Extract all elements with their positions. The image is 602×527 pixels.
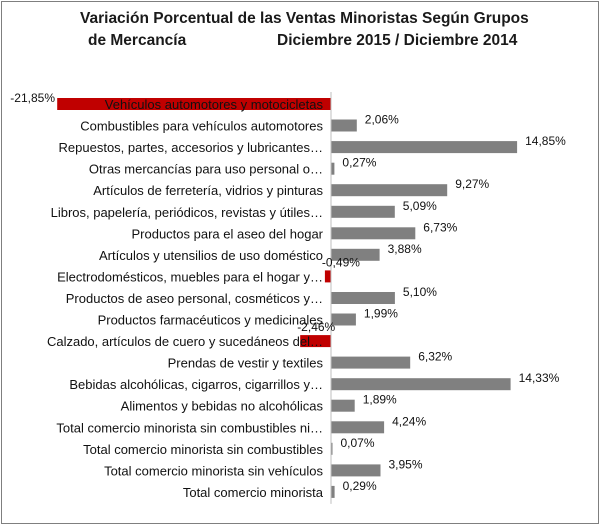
bar-10 [331,292,395,304]
bar-7 [331,227,416,240]
bar-3 [331,141,518,154]
value-label-16: 4,24% [392,414,426,428]
bar-6 [331,205,395,218]
value-label-4: 0,27% [342,156,376,170]
value-label-3: 14,85% [525,134,566,148]
bar-5 [331,184,448,197]
category-label-18: Total comercio minorista sin vehículos [104,463,323,478]
category-labels: Vehículos automotores y motocicletas Comb… [47,97,324,500]
category-label-12: Calzado, artículos de cuero y sucedáneos… [47,334,323,349]
category-label-3: Repuestos, partes, accesorios y lubrican… [59,140,323,155]
value-label-6: 5,09% [403,199,437,213]
value-label-10: 5,10% [403,285,437,299]
bar-12 [300,335,331,348]
category-label-11: Productos farmacéuticos y medicinales [98,313,324,328]
category-label-2: Combustibles para vehículos automotores [80,119,323,134]
value-label-17: 0,07% [341,436,375,450]
value-label-13: 6,32% [418,350,452,364]
category-label-1: Vehículos automotores y motocicletas [105,97,324,112]
bars-group [57,98,518,498]
bar-13 [331,356,411,369]
chart-title-line2-right: Diciembre 2015 / Diciembre 2014 [277,32,518,49]
value-label-5: 9,27% [455,177,489,191]
chart-title-line2-left: de Mercancía [88,32,187,49]
chart-title-line1: Variación Porcentual de las Ventas Minor… [80,10,529,27]
bar-1 [57,98,331,110]
category-label-7: Productos para el aseo del hogar [131,226,323,241]
bar-4 [331,162,335,175]
bar-19 [331,485,335,498]
category-label-15: Alimentos y bebidas no alcohólicas [121,399,324,414]
bar-16 [331,421,385,434]
bar-18 [331,464,381,477]
value-label-11: 1,99% [364,307,398,321]
value-label-14: 14,33% [519,371,560,385]
bar-2 [331,119,357,132]
bar-11 [331,313,356,326]
category-label-13: Prendas de vestir y textiles [168,356,324,371]
category-label-17: Total comercio minorista sin combustible… [83,442,323,457]
category-label-5: Artículos de ferretería, vidrios y pintu… [93,183,323,198]
value-label-12: -2,46% [297,320,335,334]
category-label-9: Electrodomésticos, muebles para el hogar… [57,269,323,284]
category-label-8: Artículos y utensilios de uso doméstico [99,248,323,263]
bar-15 [331,399,355,412]
category-label-6: Libros, papelería, periódicos, revistas … [51,205,323,220]
value-label-19: 0,29% [343,479,377,493]
bar-8 [331,248,380,261]
value-label-1: -21,85% [10,91,55,105]
value-labels: -21,85%2,06%14,85%0,27%9,27%5,09%6,73%3,… [10,91,566,493]
bar-17 [331,442,333,455]
value-label-7: 6,73% [423,220,457,234]
category-label-19: Total comercio minorista [183,485,324,500]
value-label-15: 1,89% [363,393,397,407]
category-label-4: Otras mercancías para uso personal o… [89,162,323,177]
bar-9 [324,270,331,283]
value-label-18: 3,95% [389,457,423,471]
value-label-8: 3,88% [388,242,422,256]
category-label-10: Productos de aseo personal, cosméticos y… [66,291,323,306]
value-label-9: -0,49% [322,255,360,269]
category-label-14: Bebidas alcohólicas, cigarros, cigarrill… [69,377,323,392]
bar-14 [331,378,511,391]
category-label-16: Total comercio minorista sin combustible… [56,420,323,435]
value-label-2: 2,06% [365,113,399,127]
